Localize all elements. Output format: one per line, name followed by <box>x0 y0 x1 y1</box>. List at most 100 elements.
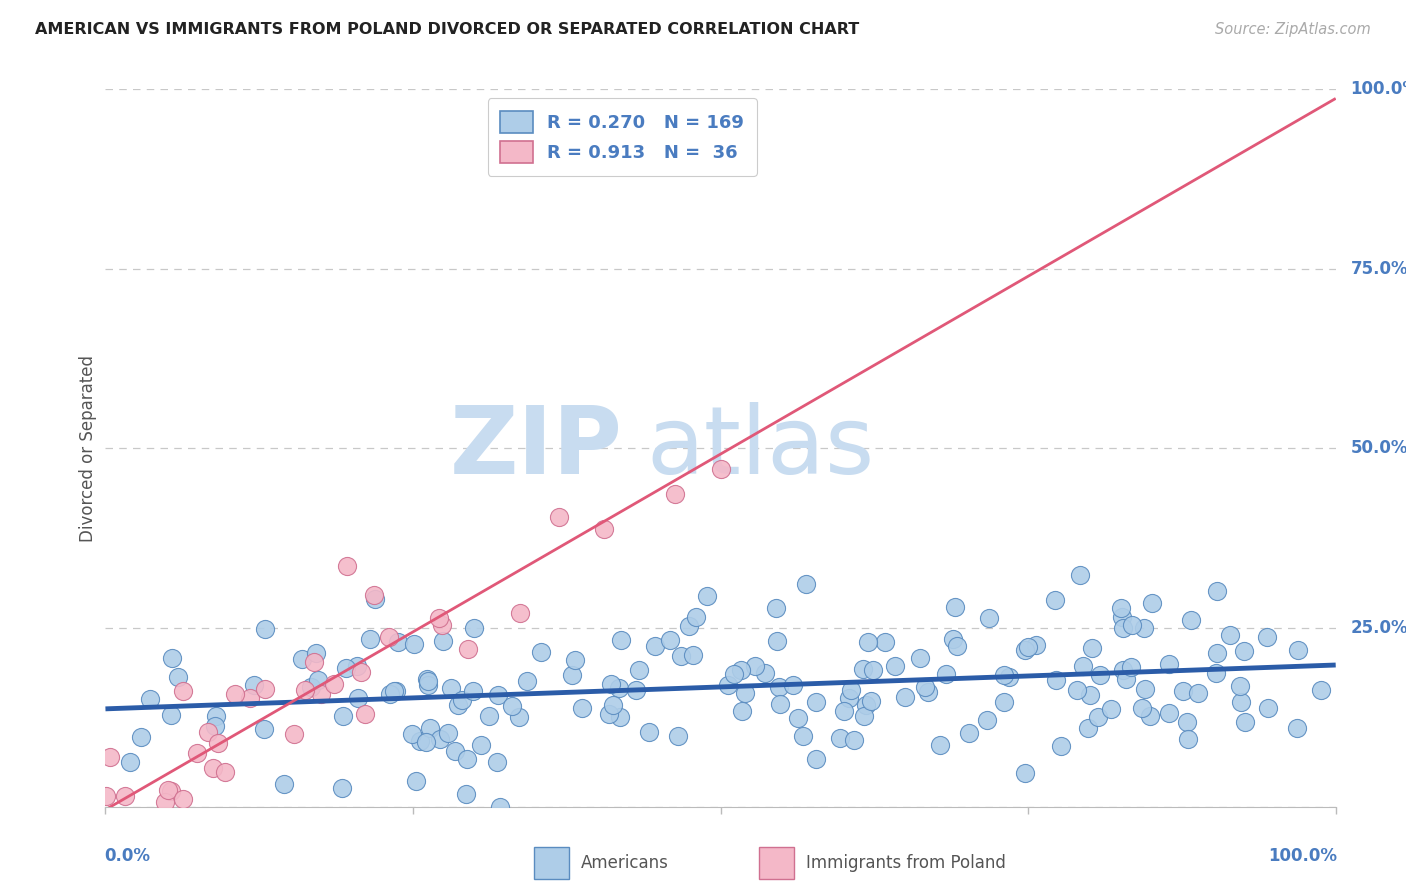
Point <box>852 662 875 676</box>
Point <box>723 667 745 681</box>
Point <box>1187 686 1209 700</box>
Point <box>508 710 530 724</box>
Point <box>561 668 583 682</box>
Point <box>167 670 190 684</box>
Point <box>444 744 467 758</box>
Point <box>214 764 236 779</box>
Point <box>305 646 328 660</box>
Point <box>335 661 357 675</box>
Legend: R = 0.270   N = 169, R = 0.913   N =  36: R = 0.270 N = 169, R = 0.913 N = 36 <box>488 98 756 176</box>
Point <box>447 698 470 712</box>
Point <box>1171 683 1194 698</box>
Point <box>853 709 876 723</box>
Point <box>1206 584 1229 599</box>
Point <box>347 691 370 706</box>
Point <box>254 682 277 697</box>
Text: Immigrants from Poland: Immigrants from Poland <box>806 854 1005 872</box>
Point <box>509 606 531 620</box>
Point <box>384 684 406 698</box>
Point <box>1142 596 1164 610</box>
Point <box>659 632 682 647</box>
Point <box>1115 673 1137 687</box>
Point <box>600 677 623 691</box>
Point <box>405 774 427 789</box>
Text: ZIP: ZIP <box>450 402 621 494</box>
Point <box>993 695 1015 709</box>
Point <box>1205 666 1227 681</box>
Point <box>131 730 153 744</box>
Point <box>1071 659 1094 673</box>
Point <box>664 486 686 500</box>
Point <box>1081 641 1104 656</box>
Point <box>387 635 409 649</box>
Point <box>408 734 430 748</box>
Point <box>252 722 274 736</box>
Point <box>1069 567 1091 582</box>
Point <box>993 668 1015 682</box>
Point <box>828 731 851 745</box>
Point <box>682 648 704 662</box>
Point <box>1109 600 1132 615</box>
Point <box>914 680 936 694</box>
Point <box>856 635 879 649</box>
Point <box>359 632 381 646</box>
Point <box>716 678 738 692</box>
Text: 100.0%: 100.0% <box>1350 80 1406 98</box>
Point <box>98 750 121 764</box>
Point <box>243 678 266 692</box>
Point <box>530 645 553 659</box>
Point <box>804 752 827 766</box>
Text: 75.0%: 75.0% <box>1350 260 1406 277</box>
Text: 0.0%: 0.0% <box>104 847 150 864</box>
Point <box>415 672 437 686</box>
Point <box>744 658 766 673</box>
Point <box>478 709 501 723</box>
Point <box>378 630 401 644</box>
Point <box>607 681 630 695</box>
Point <box>294 683 316 698</box>
Point <box>1130 701 1153 715</box>
Point <box>782 678 804 692</box>
Point <box>172 792 194 806</box>
Point <box>463 621 485 635</box>
Point <box>1078 688 1101 702</box>
Point <box>638 724 661 739</box>
Point <box>696 589 718 603</box>
Point <box>1025 638 1047 652</box>
Point <box>1017 640 1039 655</box>
Point <box>364 592 387 607</box>
Point <box>1066 683 1088 698</box>
Text: atlas: atlas <box>647 402 875 494</box>
Point <box>461 683 484 698</box>
Point <box>908 651 931 665</box>
Point <box>1014 766 1036 780</box>
Point <box>1139 709 1161 723</box>
Point <box>336 559 359 574</box>
Point <box>786 711 808 725</box>
Point <box>855 698 877 712</box>
Point <box>160 651 183 665</box>
Text: 100.0%: 100.0% <box>1268 847 1337 864</box>
Point <box>1219 628 1241 642</box>
Point <box>1043 592 1066 607</box>
Point <box>794 577 817 591</box>
Point <box>768 680 790 694</box>
Point <box>346 658 368 673</box>
Point <box>685 609 707 624</box>
Point <box>120 755 142 769</box>
Point <box>454 787 477 801</box>
Point <box>734 686 756 700</box>
Point <box>197 725 219 739</box>
Point <box>283 727 305 741</box>
Point <box>942 632 965 647</box>
Point <box>678 618 700 632</box>
Point <box>997 670 1019 684</box>
Text: Americans: Americans <box>581 854 669 872</box>
Point <box>1309 683 1331 698</box>
Point <box>804 695 827 709</box>
Point <box>363 588 385 602</box>
Text: AMERICAN VS IMMIGRANTS FROM POLAND DIVORCED OR SEPARATED CORRELATION CHART: AMERICAN VS IMMIGRANTS FROM POLAND DIVOR… <box>35 22 859 37</box>
Point <box>1286 643 1309 657</box>
Point <box>894 690 917 704</box>
Point <box>610 632 633 647</box>
